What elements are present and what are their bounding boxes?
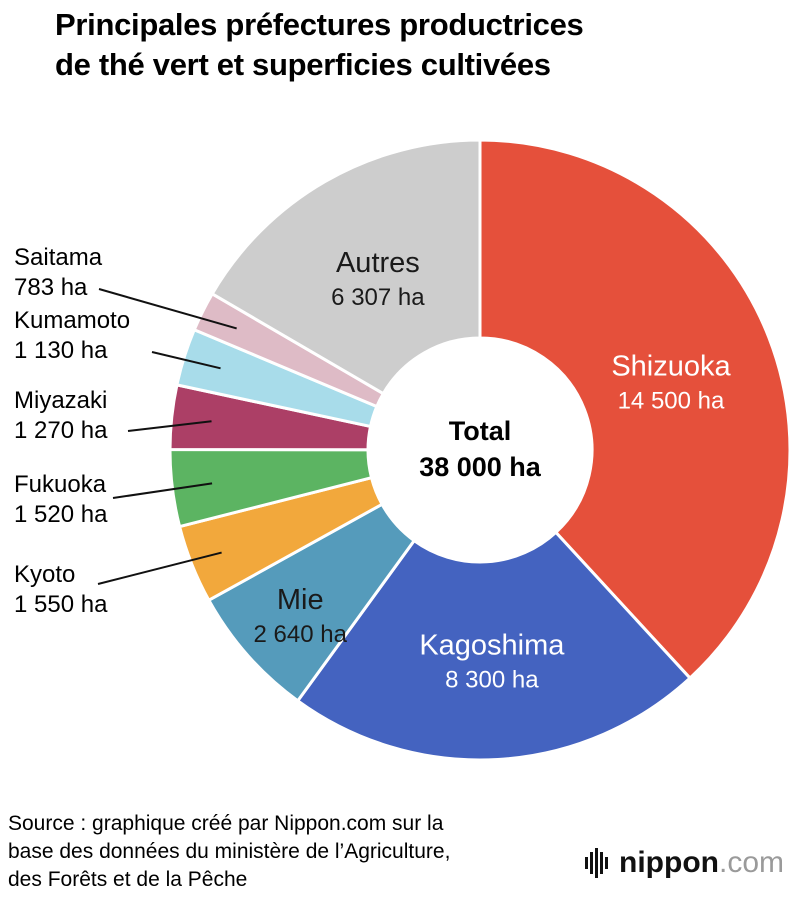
slice-label-mie: Mie 2 640 ha	[254, 584, 348, 648]
nippon-logo-text: nippon.com	[619, 846, 784, 880]
leader-line-miyazaki	[127, 420, 212, 432]
slice-label-shizuoka: Shizuoka 14 500 ha	[611, 350, 731, 414]
chart-title: Principales préfectures productrices de t…	[55, 5, 584, 85]
source-line-3: des Forêts et de la Pêche	[8, 868, 248, 891]
nippon-logo: nippon.com	[585, 846, 784, 880]
pie-slice-autres	[210, 138, 482, 396]
chart-title-line-1: Principales préfectures productrices	[55, 7, 584, 42]
slice-label-autres: Autres 6 307 ha	[331, 247, 425, 311]
nippon-logo-text-light: .com	[718, 846, 784, 879]
source-line-1: Source : graphique créé par Nippon.com s…	[8, 812, 444, 835]
donut-center-total: Total 38 000 ha	[419, 416, 542, 482]
source-text: Source : graphique créé par Nippon.com s…	[8, 810, 450, 894]
slice-label-kagoshima: Kagoshima 8 300 ha	[419, 630, 565, 694]
leader-line-fukuoka	[112, 482, 213, 499]
nippon-logo-text-bold: nippon	[619, 846, 719, 879]
leader-line-kumamoto	[151, 351, 221, 370]
chart-title-line-2: de thé vert et superficies cultivées	[55, 47, 551, 82]
nippon-logo-icon	[585, 848, 609, 878]
pie-slice-shizuoka	[478, 138, 792, 680]
source-line-2: base des données du ministère de l’Agric…	[8, 840, 451, 863]
pie-slice-kagoshima	[296, 530, 692, 762]
leader-line-saitama	[98, 288, 237, 330]
leader-line-kyoto	[97, 551, 222, 585]
